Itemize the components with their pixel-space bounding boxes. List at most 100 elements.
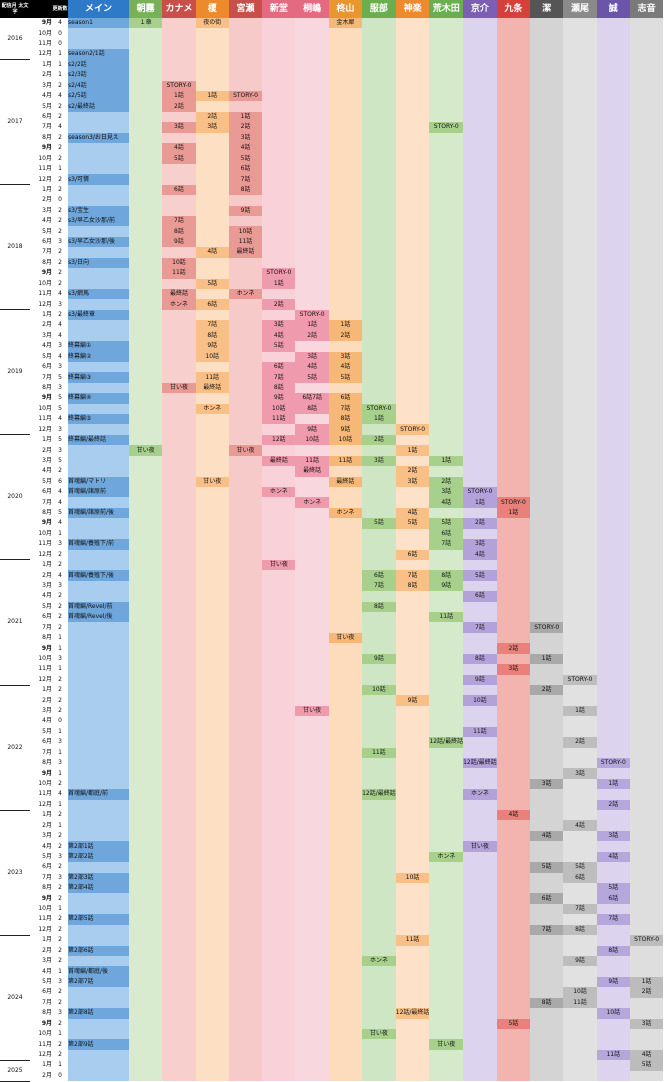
cell-kujo — [496, 924, 531, 936]
cell-asagiri — [129, 216, 163, 227]
cell-makoto — [596, 184, 630, 196]
cell-miyase — [228, 424, 263, 435]
cell-miyase — [228, 330, 263, 342]
cell-hiiragi — [328, 643, 363, 654]
cell-kujo — [496, 70, 531, 81]
cell-eno — [195, 38, 229, 50]
cell-asagiri — [129, 664, 163, 675]
cell-hattori — [362, 883, 396, 894]
cell-aratano — [429, 757, 464, 769]
cell-eno — [195, 685, 229, 696]
cell-makoto — [596, 591, 630, 602]
cell-asagiri — [129, 778, 163, 790]
cell-kujo — [496, 883, 531, 894]
cell-kirishima — [295, 997, 329, 1009]
cell-shion — [629, 757, 664, 769]
cell-seno — [563, 382, 597, 394]
cell-asagiri — [129, 434, 163, 446]
cell-kiyoshi — [530, 90, 564, 102]
update-count: 2 — [52, 830, 68, 842]
cell-kyosuke — [463, 705, 497, 717]
cell-kamiraku — [395, 278, 430, 289]
cell-miyase — [228, 591, 263, 602]
cell-shion — [629, 226, 664, 237]
cell-kaname — [162, 445, 196, 456]
cell-kujo — [496, 830, 531, 842]
cell-miyase — [228, 674, 263, 685]
month-row: 10月 2 3話 1話 — [0, 778, 664, 790]
cell-hattori: 11話 — [362, 747, 396, 758]
cell-kirishima — [295, 789, 329, 800]
cell-shion — [629, 80, 664, 91]
cell-shion — [629, 924, 664, 936]
cell-kaname — [162, 507, 196, 519]
cell-hiiragi: 最終話 — [328, 476, 363, 487]
cell-main — [68, 403, 129, 415]
update-count: 5 — [52, 403, 68, 415]
month-row: 12月 2 7話 8話 — [0, 924, 664, 936]
cell-kaname — [162, 820, 196, 831]
cell-hiiragi — [328, 810, 363, 821]
cell-asagiri — [129, 632, 163, 644]
cell-kaname — [162, 966, 196, 977]
cell-asagiri — [129, 236, 163, 248]
cell-hiiragi — [328, 705, 363, 717]
month-row: 10月 1 甘い夜 — [0, 1028, 664, 1040]
cell-kujo — [496, 559, 531, 571]
cell-kamiraku — [395, 685, 430, 696]
cell-miyase — [228, 414, 263, 425]
cell-kamiraku — [395, 830, 430, 842]
cell-kujo — [496, 987, 531, 998]
month-row: 2月 3 甘い夜 甘い夜 1話 — [0, 445, 664, 456]
cell-asagiri — [129, 299, 163, 310]
cell-hiiragi: ホンネ — [328, 507, 363, 519]
month-row: 2月 4 7話 3話 1話 1話 — [0, 320, 664, 331]
cell-seno — [563, 393, 597, 404]
cell-main — [68, 778, 129, 790]
cell-miyase — [228, 862, 263, 873]
cell-main: 終幕編④ — [68, 393, 129, 404]
cell-shindo — [262, 955, 296, 967]
cell-eno — [195, 268, 229, 279]
cell-hattori: 12話/最終話 — [362, 789, 396, 800]
month-row: 7月 2 7話 STORY-0 — [0, 622, 664, 633]
cell-hiiragi — [328, 174, 363, 185]
cell-seno — [563, 747, 597, 758]
month-row: 12月 1 season2/1話 — [0, 49, 664, 60]
cell-main — [68, 903, 129, 915]
cell-shion — [629, 518, 664, 529]
cell-kaname: 甘い夜 — [162, 382, 196, 394]
cell-shindo — [262, 1018, 296, 1029]
cell-hiiragi — [328, 653, 363, 665]
cell-aratano — [429, 643, 464, 654]
cell-aratano — [429, 49, 464, 60]
cell-shion — [629, 351, 664, 362]
cell-eno — [195, 987, 229, 998]
cell-kamiraku — [395, 101, 430, 112]
cell-miyase — [228, 653, 263, 665]
cell-hattori: 6話 — [362, 570, 396, 581]
cell-kyosuke — [463, 163, 497, 175]
column-header-main: メイン — [68, 0, 129, 18]
cell-asagiri — [129, 539, 163, 550]
cell-hiiragi — [328, 830, 363, 842]
cell-kiyoshi — [530, 737, 564, 748]
cell-asagiri — [129, 174, 163, 185]
cell-kyosuke — [463, 257, 497, 269]
cell-hattori — [362, 132, 396, 144]
cell-kiyoshi — [530, 80, 564, 91]
cell-main — [68, 299, 129, 310]
cell-kaname — [162, 601, 196, 613]
month-row: 3月 2 s2/4話 STORY-0 — [0, 80, 664, 91]
cell-kamiraku — [395, 59, 430, 71]
cell-eno — [195, 622, 229, 633]
cell-kujo — [496, 726, 531, 738]
cell-kaname: 11話 — [162, 268, 196, 279]
cell-kujo — [496, 320, 531, 331]
cell-shindo: 10話 — [262, 403, 296, 415]
cell-seno — [563, 205, 597, 217]
cell-eno: 2話 — [195, 111, 229, 123]
cell-hattori — [362, 559, 396, 571]
cell-shion — [629, 247, 664, 258]
cell-hattori: ホンネ — [362, 955, 396, 967]
